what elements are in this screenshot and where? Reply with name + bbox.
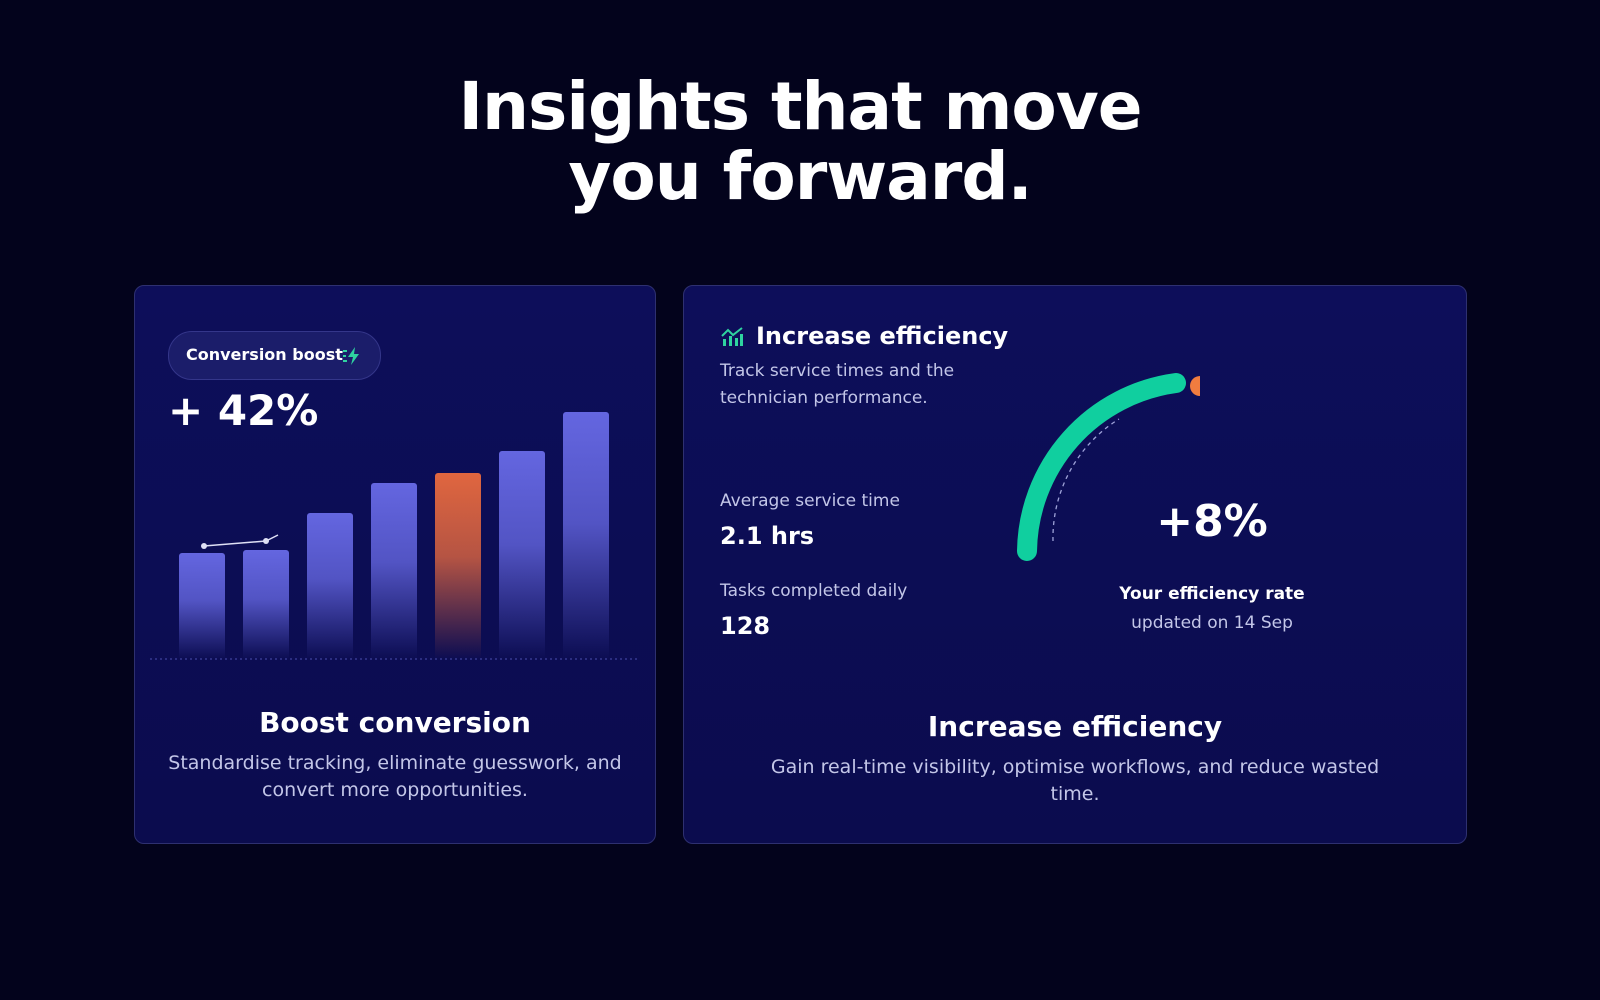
card: Increase efficiency Track service times …: [683, 285, 1467, 844]
card-title: Boost conversion: [259, 706, 531, 739]
card-title: Increase efficiency: [927, 710, 1223, 743]
bar: [563, 412, 609, 659]
bar: [435, 473, 481, 659]
badge-text: Conversion boost: [186, 345, 343, 364]
chart-decor: [150, 534, 640, 660]
stat-value: 2.1 hrs: [720, 522, 815, 550]
card-subheading: technician performance.: [720, 388, 928, 408]
card-description: time.: [1050, 783, 1100, 805]
card: Conversion boost + 42% Boost conversion …: [134, 285, 656, 844]
stat-value: 128: [720, 612, 771, 640]
bar: [179, 552, 225, 659]
gauge: [1017, 373, 1200, 561]
chart-icon: [721, 327, 743, 346]
card-description: convert more opportunities.: [262, 779, 528, 801]
gauge-note: updated on 14 Sep: [1131, 613, 1293, 633]
bar: [499, 450, 545, 659]
title-line: Insights that move: [458, 68, 1143, 145]
stat-label: Tasks completed daily: [720, 581, 908, 601]
bar: [307, 513, 353, 659]
badge: Conversion boost: [168, 331, 381, 380]
card-description: Standardise tracking, eliminate guesswor…: [168, 752, 622, 774]
gauge-value: +8%: [1156, 496, 1268, 547]
metric: + 42%: [168, 386, 319, 435]
bar: [243, 549, 289, 659]
bolt-icon: [343, 347, 359, 365]
card-heading: Increase efficiency: [756, 322, 1009, 350]
bar: [371, 482, 417, 659]
stat-label: Average service time: [720, 491, 900, 511]
bar-chart: [135, 286, 655, 661]
card-description: Gain real-time visibility, optimise work…: [770, 756, 1380, 778]
gauge-label: Your efficiency rate: [1119, 584, 1305, 604]
card-subheading: Track service times and the: [720, 361, 955, 381]
title-line: you forward.: [568, 138, 1032, 215]
